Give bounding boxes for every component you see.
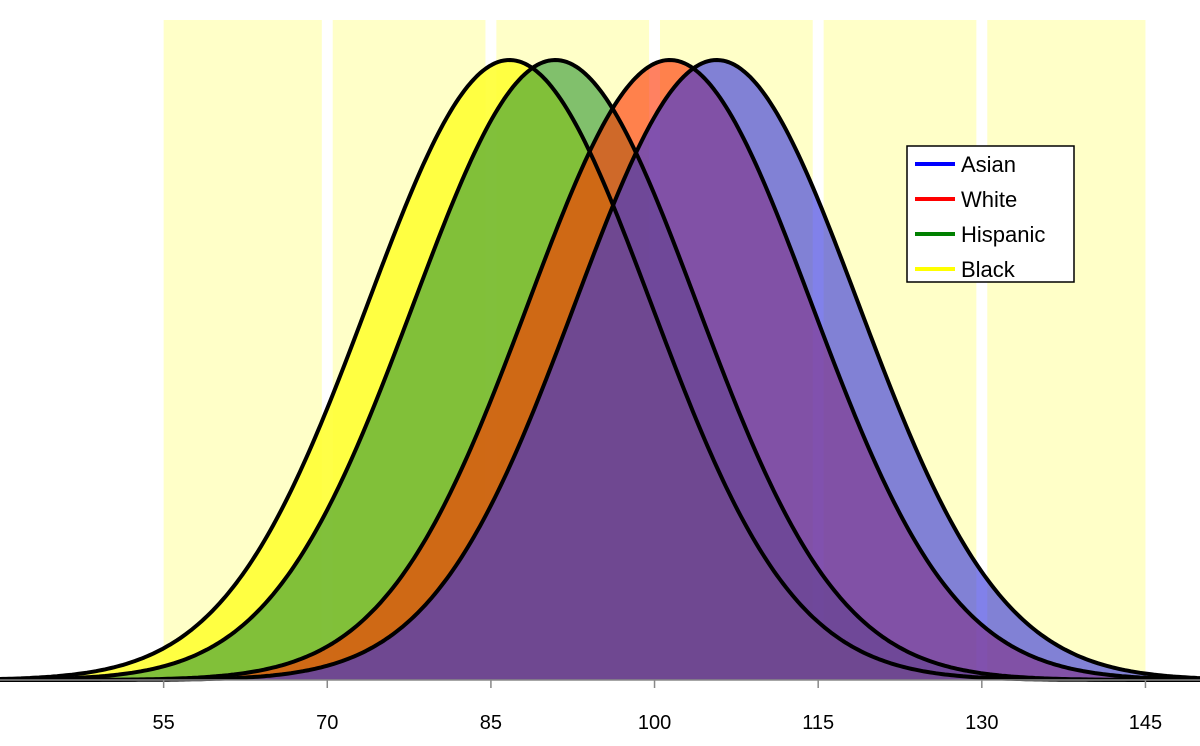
tick-label-85: 85 xyxy=(480,712,502,734)
legend-label-white: White xyxy=(961,187,1017,212)
outline-hispanic xyxy=(0,58,1200,682)
outline-asian xyxy=(0,58,1200,682)
outline-black xyxy=(0,58,1200,682)
tick-label-70: 70 xyxy=(316,712,338,734)
legend-label-black: Black xyxy=(961,257,1016,282)
tick-label-130: 130 xyxy=(965,712,998,734)
legend: Asian White Hispanic Black xyxy=(906,145,1075,283)
legend-box xyxy=(906,145,1075,283)
tick-label-55: 55 xyxy=(153,712,175,734)
legend-label-hispanic: Hispanic xyxy=(961,222,1045,247)
legend-label-asian: Asian xyxy=(961,152,1016,177)
x-axis-ticks: 55 70 85 100 115 130 145 xyxy=(153,680,1162,734)
distribution-outlines xyxy=(0,58,1200,682)
distribution-curves xyxy=(0,60,1200,680)
tick-label-115: 115 xyxy=(802,712,834,734)
tick-label-100: 100 xyxy=(638,712,671,734)
area-asian xyxy=(0,60,1200,680)
band-6 xyxy=(987,20,1146,680)
tick-label-145: 145 xyxy=(1129,712,1162,734)
